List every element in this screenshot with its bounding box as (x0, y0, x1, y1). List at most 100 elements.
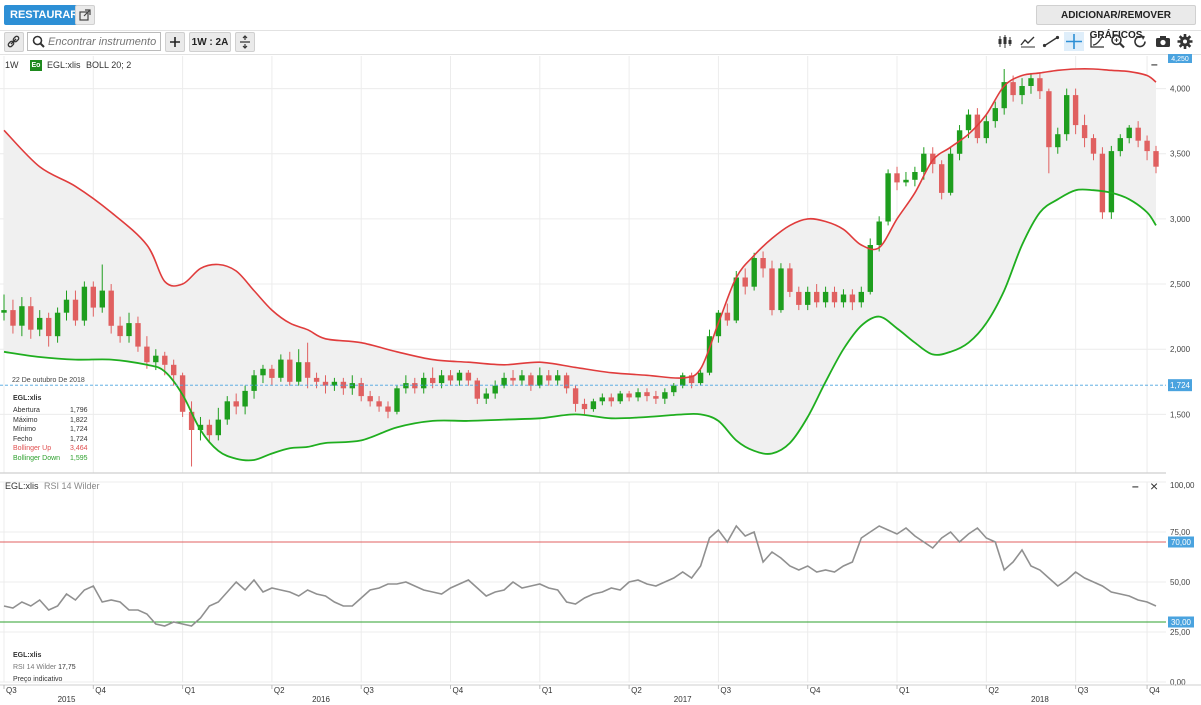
tooltip-row-value: 1,724 (70, 426, 88, 433)
candle-body (1108, 151, 1115, 213)
candle-body (814, 291, 820, 303)
candle-body (697, 372, 704, 384)
candle-body (108, 290, 114, 326)
x-quarter-label: Q4 (95, 686, 106, 695)
line-chart-icon (1020, 36, 1035, 48)
tooltip-row-label: Bollinger Down (13, 454, 61, 462)
bollinger-band-fill (4, 68, 1156, 461)
candle-body (465, 372, 472, 381)
candle-body (894, 173, 900, 183)
candle-body (822, 291, 829, 303)
candle-body (706, 336, 713, 373)
compare-button[interactable] (235, 32, 255, 52)
rsi-oversold-tag (1168, 616, 1194, 628)
candle-body (590, 401, 597, 410)
last-price-tag (1168, 379, 1192, 392)
rsi-close-button[interactable]: × (1150, 478, 1159, 494)
trendline-tool[interactable] (1041, 32, 1061, 51)
candle-body (126, 323, 132, 337)
candle-body (376, 401, 382, 407)
price-tick-label: 2,500 (1170, 280, 1191, 289)
link-button[interactable] (4, 32, 24, 52)
candle-body (251, 375, 257, 391)
crosshair-tool[interactable] (1064, 32, 1084, 51)
camera-icon (1156, 36, 1170, 47)
candle-body (331, 381, 338, 386)
price-tick-label: 3,000 (1170, 215, 1191, 224)
tooltip-row-label: Mínimo (13, 426, 36, 433)
candle-body (10, 310, 16, 326)
x-quarter-label: Q2 (274, 686, 285, 695)
candle-body (135, 323, 141, 347)
x-quarter-label: Q1 (542, 686, 553, 695)
zoom-tool[interactable] (1108, 32, 1128, 51)
data-tooltip: 22 De outubro De 2018 EGL:xlis Abertura 1… (12, 377, 132, 462)
trendline-icon (1042, 35, 1060, 48)
candle-body (144, 346, 150, 363)
refresh-icon (1134, 35, 1146, 48)
candle-body (635, 392, 641, 398)
rsi-indicator-label: RSI 14 Wilder (44, 481, 100, 491)
price-tick-label: 4,000 (1170, 85, 1191, 94)
tooltip-row-value: 1,724 (70, 435, 88, 443)
rsi-grid (0, 481, 1166, 683)
candle-body (215, 419, 221, 436)
snapshot-tool[interactable] (1153, 32, 1173, 51)
candle-body (72, 299, 79, 321)
candle-body (903, 179, 909, 183)
candle-body (349, 383, 355, 389)
rsi-tick-label: 25,00 (1170, 628, 1191, 637)
plus-icon (170, 37, 180, 47)
candle-body (313, 377, 320, 382)
candle-body (456, 372, 463, 381)
candle-body (671, 385, 677, 393)
x-quarter-label: Q1 (899, 686, 910, 695)
rsi-legend-value: 17,75 (58, 664, 76, 671)
instrument-badge: Eo (29, 60, 43, 71)
candle-body (233, 401, 239, 407)
restore-button[interactable]: RESTAURAR (4, 5, 85, 25)
candle-body (1153, 151, 1159, 167)
refresh-tool[interactable] (1130, 32, 1150, 51)
candle-body (1028, 78, 1034, 86)
candle-body (340, 381, 347, 389)
candle-body (858, 291, 864, 303)
instrument-search[interactable] (27, 32, 161, 51)
x-year-label: 2016 (312, 695, 330, 704)
tooltip-row-value: 1,796 (70, 407, 88, 414)
rsi-minimize-button[interactable]: – (1132, 479, 1139, 493)
candle-body (939, 164, 945, 193)
tooltip-row: Abertura 1,796 (13, 407, 88, 414)
rsi-series-line (3, 524, 1157, 627)
search-icon (32, 35, 45, 48)
popout-button[interactable] (75, 5, 95, 25)
candle-body (197, 424, 204, 430)
candle-body (447, 375, 454, 381)
search-input[interactable] (48, 34, 158, 49)
candle-body (912, 172, 918, 180)
candle-body (840, 294, 847, 303)
period-selector[interactable]: 1W : 2A (189, 32, 231, 52)
settings-tool[interactable] (1175, 32, 1195, 51)
candle-body (510, 377, 516, 381)
price-tick-label: 1,500 (1170, 410, 1191, 419)
indicators-tool[interactable] (1018, 32, 1038, 51)
curve-tool[interactable] (1087, 32, 1107, 51)
tooltip-date: 22 De outubro De 2018 (12, 377, 85, 384)
candle-body (947, 153, 954, 193)
crosshair-icon (1066, 34, 1082, 49)
candle-body (680, 375, 686, 386)
candle-body (572, 388, 579, 404)
candlestick-tool[interactable] (995, 32, 1015, 51)
main-panel-collapse-button[interactable]: – (1151, 57, 1158, 71)
rsi-overbought-tag-label: 70,00 (1171, 538, 1192, 547)
top-axis-tag (1168, 54, 1192, 63)
zoom-icon (1111, 34, 1125, 49)
candle-body (430, 377, 436, 384)
candle-body (885, 173, 891, 222)
candle-body (287, 359, 293, 382)
candle-body (188, 411, 195, 430)
add-instrument-button[interactable] (165, 32, 185, 52)
candle-body (412, 383, 418, 389)
